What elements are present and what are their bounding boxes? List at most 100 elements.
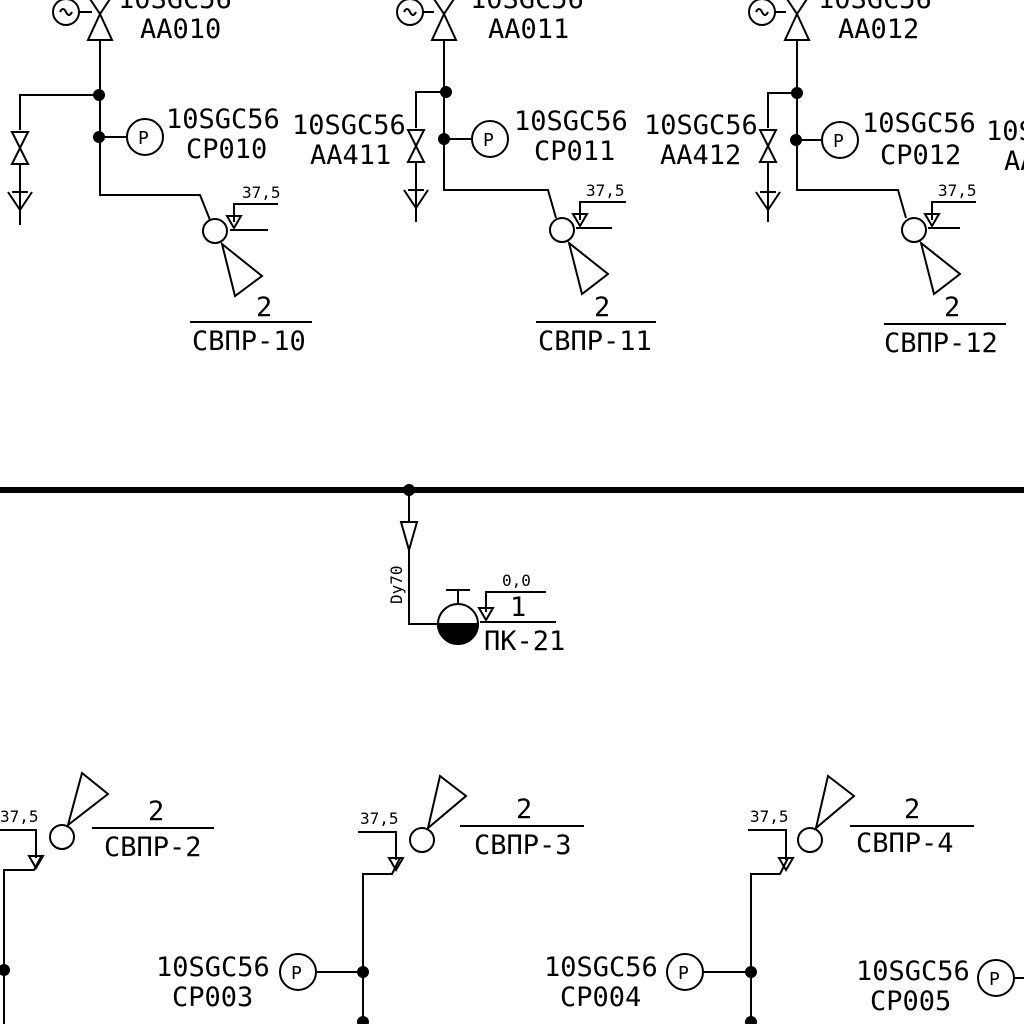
motor-wave-icon [403, 8, 417, 16]
elevation-value: 37,5 [938, 181, 977, 200]
valve-system-label: 10SGC56 [470, 0, 584, 15]
valve-icon [86, 0, 114, 41]
elevation-leader [358, 831, 397, 860]
pipe-line [750, 857, 789, 1024]
bottom-group-2: 37,5 2 СВПР-3 P 10SGC56 CP003 [156, 774, 584, 1024]
pressure-sensor-icon [471, 120, 509, 158]
sprinkler-number: 2 [256, 292, 272, 323]
bottom-group-1: 37,5 2 СВПР-2 [0, 771, 214, 1024]
drain-pipe [19, 94, 99, 130]
edge-system-label: 10S [986, 116, 1024, 147]
pressure-sensor-icon [666, 953, 704, 991]
edge-code-label: AA [1004, 146, 1024, 177]
drain-system-label: 10SGC56 [644, 110, 758, 141]
sensor-code-label: CP004 [560, 982, 641, 1013]
sprinkler-number: 2 [516, 794, 532, 825]
valve-code-label: AA012 [838, 14, 919, 45]
sprinkler-spray-icon [814, 774, 856, 831]
sprinkler-head-icon [202, 218, 228, 244]
main-branch: Dy70 0,0 1 ПК-21 [387, 490, 565, 657]
elevation-marker-icon [27, 855, 45, 870]
drain-valve-icon [10, 131, 30, 165]
elevation-marker-icon [923, 213, 941, 228]
sensor-symbol: P [291, 963, 302, 984]
sensor-system-label: 10SGC56 [544, 952, 658, 983]
sensor-code-label: CP012 [880, 140, 961, 171]
drain-funnel-icon [403, 189, 429, 210]
sensor-system-label: 10SGC56 [856, 956, 970, 987]
bottom-group-3: 37,5 2 СВПР-4 P 10SGC56 CP004 [544, 774, 974, 1024]
top-group-1: 10SGC56 AA010 P 10SGC56 CP010 37,5 2 СВП… [7, 0, 312, 357]
sprinkler-code: СВПР-2 [104, 832, 202, 863]
sprinkler-spray-icon [220, 241, 264, 298]
drain-pipe [415, 91, 446, 128]
elevation-marker-icon [477, 607, 495, 622]
sprinkler-head-icon [549, 217, 575, 243]
drain-code-label: AA412 [660, 140, 741, 171]
sprinkler-spray-icon [919, 240, 962, 296]
elevation-value: 37,5 [242, 183, 281, 202]
sprinkler-spray-icon [426, 774, 468, 831]
elevation-marker-icon [571, 213, 589, 228]
sensor-symbol: P [678, 963, 689, 984]
bottom-group-4: P 10SGC56 CP005 [856, 956, 1024, 1017]
motor-wave-icon [59, 8, 73, 16]
elevation-leader [579, 201, 626, 220]
sensor-symbol: P [989, 969, 1000, 990]
motor-wave-icon [755, 8, 769, 16]
sprinkler-head-icon [901, 217, 927, 243]
device-number: 1 [510, 592, 526, 623]
valve-code-label: AA010 [140, 14, 221, 45]
sprinkler-head-icon [797, 827, 823, 853]
sensor-symbol: P [833, 131, 844, 152]
drain-pipe [767, 92, 797, 128]
elevation-leader [485, 591, 546, 612]
elevation-value: 37,5 [750, 807, 789, 826]
drain-code-label: AA411 [310, 140, 391, 171]
sensor-code-label: CP011 [534, 136, 615, 167]
sprinkler-number: 2 [148, 796, 164, 827]
pipe-line [3, 854, 43, 1024]
elevation-value: 0,0 [502, 571, 531, 590]
elevation-marker-icon [777, 857, 795, 872]
sprinkler-head-icon [409, 827, 435, 853]
elevation-marker-icon [225, 215, 243, 230]
sprinkler-head-icon [49, 824, 75, 850]
pressure-sensor-icon [821, 121, 859, 159]
pipe-line [99, 40, 211, 221]
sensor-system-label: 10SGC56 [166, 104, 280, 135]
valve-code-label: AA011 [488, 14, 569, 45]
sprinkler-number: 2 [904, 794, 920, 825]
valve-system-label: 10SGC56 [118, 0, 232, 15]
sprinkler-spray-icon [567, 240, 610, 296]
elevation-leader [0, 829, 37, 858]
junction-dot [745, 1016, 757, 1024]
drain-funnel-icon [755, 191, 781, 212]
pressure-sensor-icon [279, 953, 317, 991]
valve-icon [783, 0, 811, 41]
elevation-marker-icon [387, 857, 405, 872]
elevation-value: 37,5 [0, 807, 39, 826]
sprinkler-code: СВПР-3 [474, 830, 572, 861]
sensor-symbol: P [483, 130, 494, 151]
drain-funnel-icon [7, 191, 33, 212]
drain-system-label: 10SGC56 [292, 110, 406, 141]
sensor-code-label: CP010 [186, 134, 267, 165]
pressure-sensor-icon [126, 118, 164, 156]
sensor-code-label: CP005 [870, 986, 951, 1017]
elevation-value: 37,5 [360, 809, 399, 828]
sprinkler-number: 2 [594, 292, 610, 323]
valve-system-label: 10SGC56 [818, 0, 932, 15]
elevation-leader [931, 201, 976, 220]
elevation-value: 37,5 [586, 181, 625, 200]
tank-fill-icon [436, 623, 480, 645]
sprinkler-code: СВПР-12 [884, 328, 998, 359]
junction-dot [357, 1016, 369, 1024]
sensor-symbol: P [138, 128, 149, 149]
sprinkler-spray-icon [66, 771, 110, 828]
sensor-code-label: CP003 [172, 982, 253, 1013]
sprinkler-code: СВПР-11 [538, 326, 652, 357]
top-group-2: 10SGC56 AA011 10SGC56 AA411 P 10SGC56 CP… [292, 0, 656, 357]
pipe-line [362, 857, 401, 1024]
